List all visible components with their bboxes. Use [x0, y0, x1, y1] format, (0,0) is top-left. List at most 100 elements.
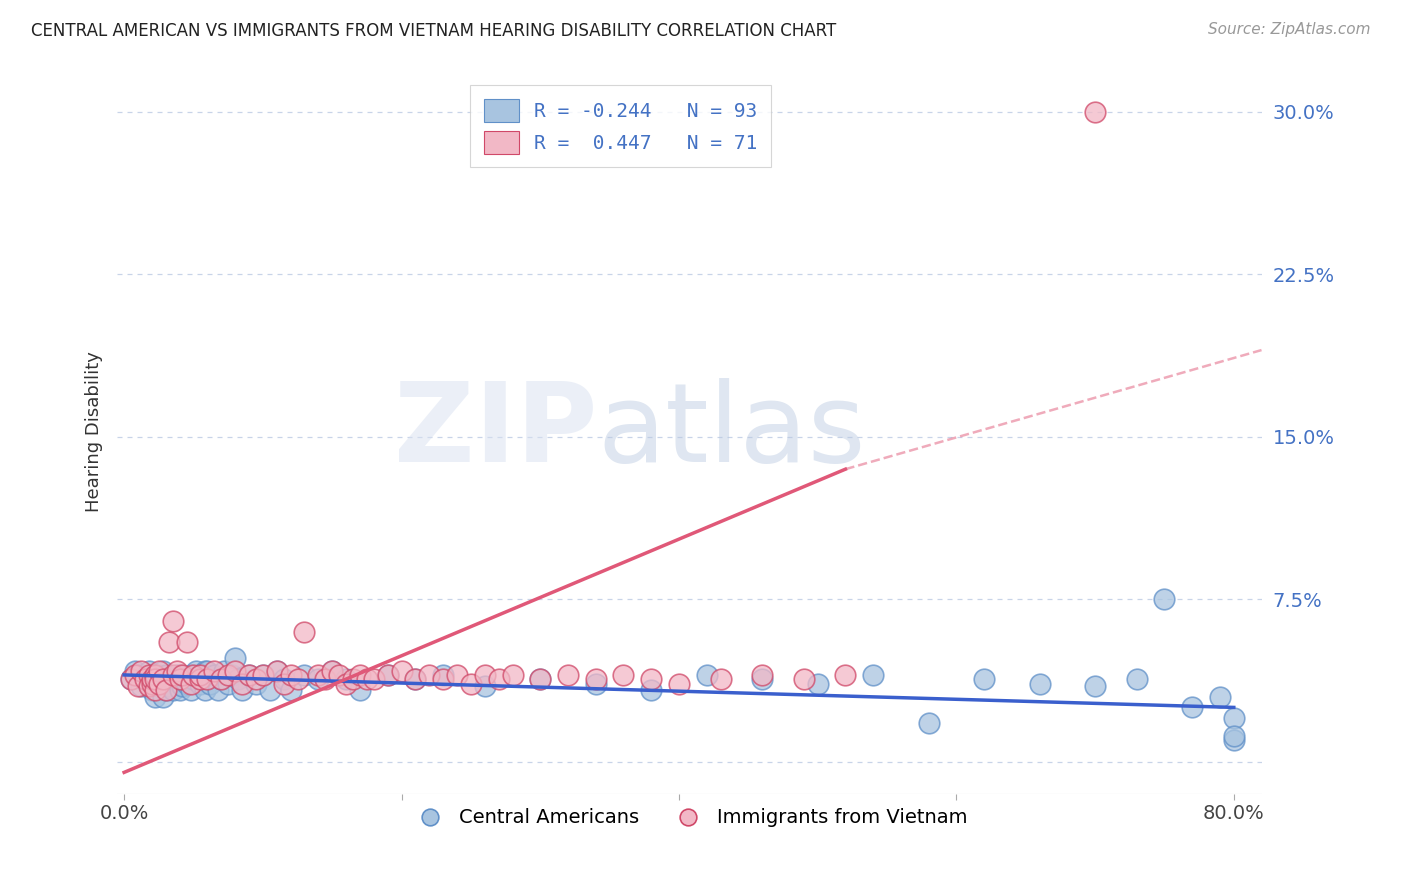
- Point: [612, 668, 634, 682]
- Point: [127, 668, 149, 682]
- Point: [195, 673, 218, 687]
- Point: [148, 668, 170, 682]
- Point: [1084, 679, 1107, 693]
- Point: [152, 664, 174, 678]
- Point: [176, 673, 198, 687]
- Point: [143, 679, 166, 693]
- Point: [259, 683, 281, 698]
- Point: [120, 673, 142, 687]
- Y-axis label: Hearing Disability: Hearing Disability: [86, 351, 103, 512]
- Point: [155, 679, 177, 693]
- Point: [307, 668, 329, 682]
- Point: [207, 683, 229, 698]
- Point: [138, 679, 160, 693]
- Point: [1181, 700, 1204, 714]
- Point: [349, 683, 371, 698]
- Point: [238, 668, 260, 682]
- Point: [212, 664, 235, 678]
- Point: [157, 676, 180, 690]
- Point: [709, 673, 731, 687]
- Text: Source: ZipAtlas.com: Source: ZipAtlas.com: [1208, 22, 1371, 37]
- Point: [162, 614, 184, 628]
- Text: ZIP: ZIP: [395, 378, 598, 484]
- Point: [314, 673, 336, 687]
- Point: [446, 668, 468, 682]
- Point: [129, 664, 152, 678]
- Point: [190, 673, 212, 687]
- Point: [198, 676, 221, 690]
- Point: [209, 673, 232, 687]
- Point: [141, 683, 163, 698]
- Point: [224, 664, 246, 678]
- Point: [134, 673, 156, 687]
- Point: [696, 668, 718, 682]
- Point: [1028, 676, 1050, 690]
- Point: [120, 673, 142, 687]
- Point: [141, 676, 163, 690]
- Point: [166, 673, 188, 687]
- Point: [152, 673, 174, 687]
- Point: [166, 664, 188, 678]
- Point: [1084, 104, 1107, 119]
- Point: [231, 676, 253, 690]
- Point: [162, 673, 184, 687]
- Point: [280, 668, 302, 682]
- Point: [221, 668, 243, 682]
- Point: [585, 676, 607, 690]
- Legend: Central Americans, Immigrants from Vietnam: Central Americans, Immigrants from Vietn…: [404, 800, 976, 835]
- Point: [148, 664, 170, 678]
- Point: [143, 673, 166, 687]
- Point: [155, 668, 177, 682]
- Point: [124, 664, 146, 678]
- Point: [280, 683, 302, 698]
- Point: [404, 673, 426, 687]
- Point: [141, 668, 163, 682]
- Point: [807, 676, 830, 690]
- Point: [169, 673, 191, 687]
- Point: [152, 673, 174, 687]
- Point: [418, 668, 440, 682]
- Point: [162, 673, 184, 687]
- Point: [238, 668, 260, 682]
- Point: [194, 683, 217, 698]
- Point: [180, 668, 202, 682]
- Point: [143, 668, 166, 682]
- Point: [266, 664, 288, 678]
- Point: [404, 673, 426, 687]
- Point: [202, 668, 225, 682]
- Point: [172, 679, 194, 693]
- Point: [252, 668, 274, 682]
- Point: [529, 673, 551, 687]
- Point: [148, 676, 170, 690]
- Point: [190, 676, 212, 690]
- Point: [377, 668, 399, 682]
- Point: [1125, 673, 1147, 687]
- Point: [186, 664, 208, 678]
- Point: [529, 673, 551, 687]
- Point: [349, 668, 371, 682]
- Point: [134, 673, 156, 687]
- Point: [834, 668, 856, 682]
- Point: [202, 664, 225, 678]
- Point: [127, 679, 149, 693]
- Point: [224, 650, 246, 665]
- Point: [172, 668, 194, 682]
- Point: [148, 676, 170, 690]
- Point: [640, 673, 662, 687]
- Point: [321, 664, 343, 678]
- Point: [183, 673, 205, 687]
- Point: [143, 673, 166, 687]
- Point: [432, 668, 454, 682]
- Point: [266, 664, 288, 678]
- Point: [217, 676, 239, 690]
- Point: [169, 683, 191, 698]
- Point: [195, 664, 218, 678]
- Point: [460, 676, 482, 690]
- Point: [141, 673, 163, 687]
- Point: [1153, 592, 1175, 607]
- Point: [180, 676, 202, 690]
- Point: [668, 676, 690, 690]
- Point: [391, 664, 413, 678]
- Point: [190, 668, 212, 682]
- Point: [152, 690, 174, 704]
